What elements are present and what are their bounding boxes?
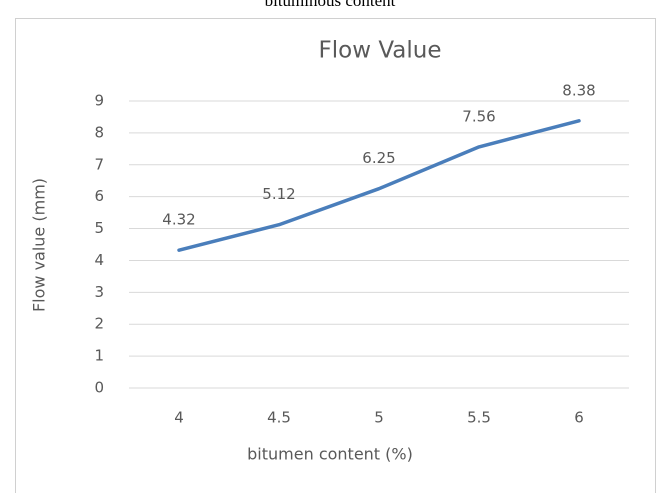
data-label: 4.32 <box>162 211 195 229</box>
y-tick-label: 4 <box>94 251 104 269</box>
x-axis-label: bitumen content (%) <box>247 445 413 464</box>
y-tick-label: 3 <box>94 283 104 301</box>
data-label: 8.38 <box>562 81 595 99</box>
y-tick-label: 0 <box>94 379 104 397</box>
data-label: 6.25 <box>362 149 395 167</box>
line <box>177 119 581 252</box>
caption: bituminous content <box>265 0 396 10</box>
y-tick-label: 6 <box>94 187 104 205</box>
y-tick-label: 2 <box>94 315 104 333</box>
data-label: 5.12 <box>262 185 295 203</box>
y-tick-label: 5 <box>94 219 104 237</box>
x-tick-label: 4.5 <box>267 409 291 427</box>
y-tick-label: 7 <box>94 155 104 173</box>
x-tick-label: 6 <box>574 409 584 427</box>
x-tick-label: 4 <box>174 409 184 427</box>
y-tick-label: 1 <box>94 347 104 365</box>
y-axis-label: Flow value (mm) <box>30 178 49 312</box>
y-tick-label: 8 <box>94 123 104 141</box>
y-tick-label: 9 <box>94 92 104 110</box>
x-tick-label: 5 <box>374 409 384 427</box>
x-tick-label: 5.5 <box>467 409 491 427</box>
data-label: 7.56 <box>462 107 495 125</box>
chart-border <box>15 18 656 493</box>
chart-title: Flow Value <box>319 38 442 64</box>
